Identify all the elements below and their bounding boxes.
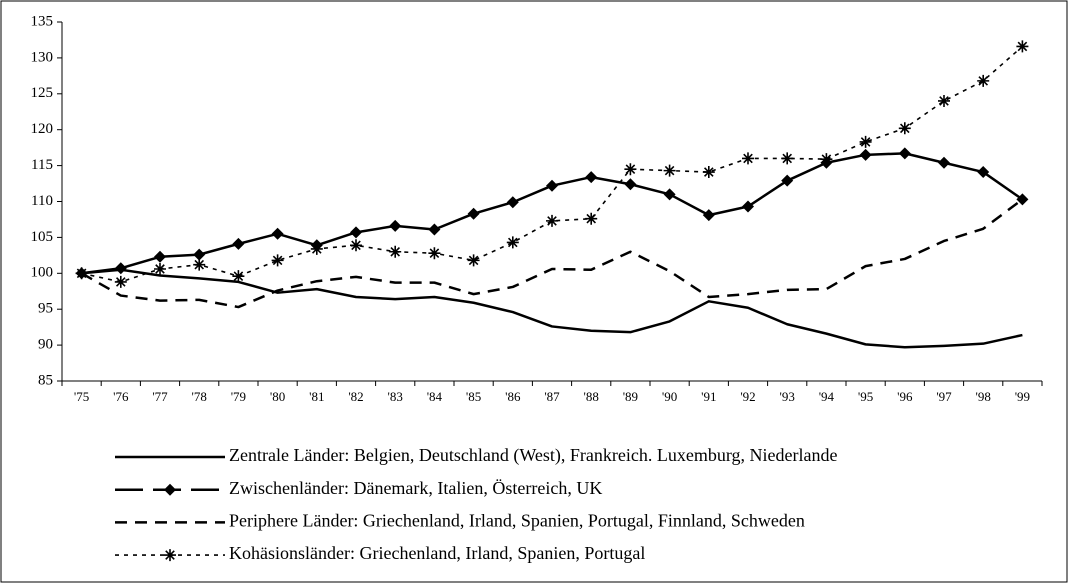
x-tick-label: '95 — [858, 389, 873, 404]
marker-diamond — [742, 200, 754, 213]
marker-diamond — [781, 174, 794, 187]
marker-asterisk — [232, 270, 245, 283]
marker-asterisk — [310, 242, 323, 255]
x-tick-label: '75 — [74, 389, 89, 404]
marker-diamond — [114, 262, 127, 275]
marker-asterisk — [193, 258, 206, 271]
marker-asterisk — [114, 275, 127, 288]
x-tick-label: '97 — [936, 389, 952, 404]
x-tick-label: '90 — [662, 389, 677, 404]
marker-asterisk — [781, 152, 794, 165]
marker-diamond — [624, 178, 637, 191]
marker-diamond — [389, 219, 402, 232]
y-tick-label: 110 — [31, 193, 53, 209]
x-tick-label: '77 — [152, 389, 168, 404]
marker-asterisk — [742, 152, 754, 165]
marker-diamond — [506, 196, 519, 209]
y-tick-label: 135 — [31, 13, 54, 29]
marker-asterisk — [663, 164, 676, 177]
marker-diamond — [1016, 193, 1029, 206]
x-tick-label: '99 — [1015, 389, 1030, 404]
marker-diamond — [467, 207, 480, 220]
marker-asterisk — [389, 245, 402, 258]
marker-asterisk — [75, 267, 88, 280]
marker-diamond — [154, 250, 166, 263]
x-tick-label: '76 — [113, 389, 129, 404]
x-tick-label: '91 — [701, 389, 716, 404]
x-tick-label: '80 — [270, 389, 285, 404]
x-tick-label: '87 — [544, 389, 560, 404]
marker-asterisk — [898, 122, 911, 135]
marker-asterisk — [467, 254, 480, 267]
y-tick-label: 95 — [38, 301, 53, 317]
marker-diamond — [663, 188, 676, 201]
marker-diamond — [898, 147, 911, 160]
x-tick-label: '92 — [740, 389, 755, 404]
x-tick-label: '98 — [976, 389, 991, 404]
marker-asterisk — [546, 214, 558, 227]
marker-diamond — [585, 171, 598, 184]
marker-diamond — [938, 156, 950, 169]
marker-asterisk — [702, 166, 715, 179]
marker-diamond — [428, 223, 441, 236]
marker-asterisk — [624, 163, 637, 176]
y-tick-label: 90 — [38, 337, 53, 353]
marker-asterisk — [506, 236, 519, 249]
marker-diamond — [859, 148, 872, 161]
marker-asterisk — [428, 247, 441, 260]
y-tick-label: 85 — [38, 372, 53, 388]
marker-asterisk — [271, 254, 284, 267]
marker-diamond — [702, 209, 715, 222]
x-tick-label: '86 — [505, 389, 521, 404]
marker-asterisk — [154, 262, 166, 275]
legend-label: Kohäsionsländer: Griechenland, Irland, S… — [229, 543, 645, 563]
x-tick-label: '96 — [897, 389, 913, 404]
marker-diamond — [271, 227, 284, 240]
marker-diamond — [164, 483, 176, 496]
marker-asterisk — [938, 94, 950, 107]
marker-asterisk — [977, 74, 990, 87]
y-tick-label: 105 — [31, 229, 54, 245]
x-tick-label: '93 — [780, 389, 795, 404]
x-tick-label: '88 — [584, 389, 599, 404]
legend-label: Zentrale Länder: Belgien, Deutschland (W… — [229, 445, 838, 466]
x-tick-label: '84 — [427, 389, 443, 404]
marker-asterisk — [585, 212, 598, 225]
x-tick-label: '89 — [623, 389, 638, 404]
marker-asterisk — [1016, 40, 1029, 53]
marker-diamond — [193, 248, 206, 261]
y-tick-label: 100 — [31, 265, 54, 281]
marker-asterisk — [820, 153, 833, 166]
legend-label: Periphere Länder: Griechenland, Irland, … — [229, 511, 805, 531]
x-tick-label: '78 — [192, 389, 207, 404]
series-line — [80, 198, 1024, 309]
marker-diamond — [350, 226, 362, 239]
marker-asterisk — [350, 239, 362, 252]
marker-diamond — [546, 179, 558, 192]
x-tick-label: '85 — [466, 389, 481, 404]
y-tick-label: 115 — [31, 157, 53, 173]
y-tick-label: 120 — [31, 121, 54, 137]
marker-diamond — [977, 166, 990, 179]
x-tick-label: '83 — [388, 389, 403, 404]
legend-label: Zwischenländer: Dänemark, Italien, Öster… — [229, 478, 602, 498]
x-tick-label: '82 — [348, 389, 363, 404]
x-tick-label: '81 — [309, 389, 324, 404]
x-tick-label: '94 — [819, 389, 835, 404]
marker-asterisk — [164, 549, 176, 562]
y-tick-label: 130 — [31, 49, 54, 65]
marker-asterisk — [859, 135, 872, 148]
marker-diamond — [232, 237, 245, 250]
x-tick-label: '79 — [231, 389, 246, 404]
y-tick-label: 125 — [31, 85, 54, 101]
